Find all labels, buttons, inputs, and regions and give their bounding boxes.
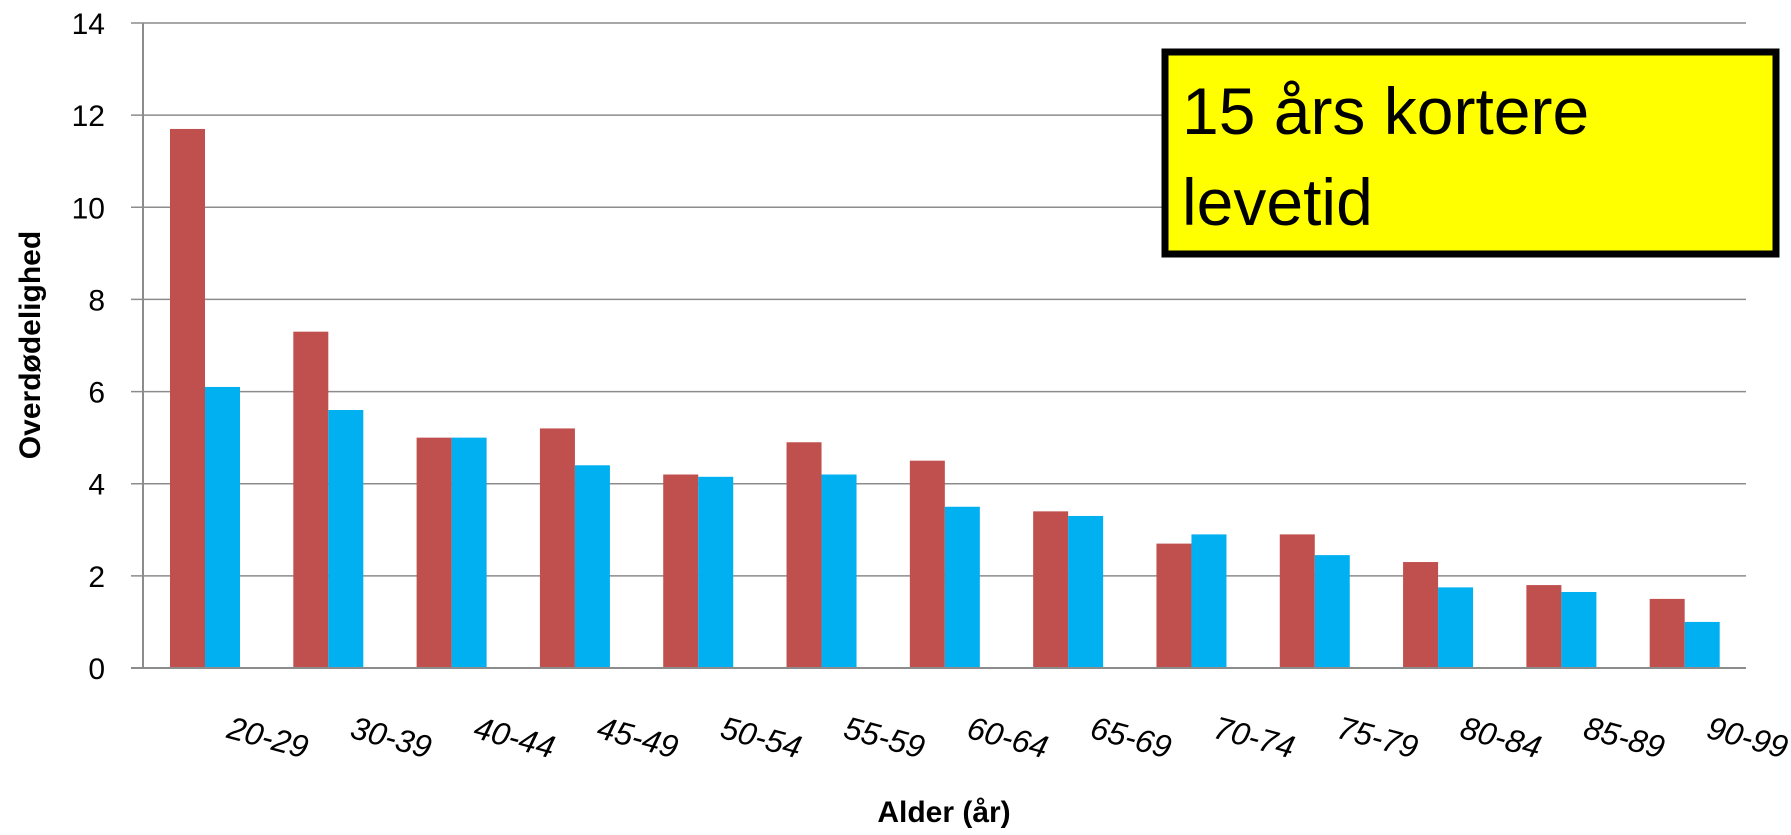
bar-series2-65-69 (1068, 515, 1104, 668)
y-tick-labels: 0 2 4 6 8 10 12 14 (72, 8, 105, 686)
bar-series2-40-44 (451, 437, 487, 668)
bar-series1-55-59 (786, 442, 822, 668)
y-tick-label: 6 (88, 377, 105, 410)
x-tick-label: 50-54 (717, 709, 805, 765)
gridlines (131, 22, 1746, 577)
x-axis-title: Alder (år) (877, 796, 1010, 829)
x-tick-labels: 20-29 30-39 40-44 45-49 50-54 55-59 60-64 65-69… (223, 709, 1791, 765)
x-tick-label: 60-64 (964, 709, 1052, 765)
bar-series2-90-99 (1684, 621, 1720, 668)
x-tick-label: 20-29 (223, 709, 313, 765)
callout-background (1161, 48, 1780, 258)
bar-series2-85-89 (1561, 591, 1597, 668)
bar-series1-85-89 (1526, 585, 1562, 668)
callout-box: 15 års kortere levetid (1161, 48, 1780, 258)
bar-series1-45-49 (539, 428, 575, 668)
bar-series2-70-74 (1191, 534, 1227, 668)
bar-series1-20-29 (170, 128, 205, 668)
bar-series1-30-39 (293, 331, 329, 668)
bar-series2-50-54 (698, 476, 734, 668)
y-tick-label: 12 (72, 100, 105, 133)
y-tick-label: 2 (88, 561, 105, 594)
bar-series1-90-99 (1649, 598, 1685, 668)
bar-series1-65-69 (1033, 511, 1069, 668)
bar-series2-75-79 (1314, 555, 1350, 668)
x-tick-label: 75-79 (1333, 709, 1422, 765)
x-tick-label: 65-69 (1087, 709, 1176, 765)
y-axis-title: Overdødelighed (14, 231, 47, 459)
bar-series1-40-44 (416, 437, 452, 668)
bar-series2-20-29 (205, 386, 240, 668)
bar-series2-80-84 (1438, 587, 1474, 668)
callout-line-2: levetid (1182, 165, 1373, 239)
bar-series1-50-54 (663, 474, 699, 668)
x-tick-label: 90-99 (1703, 709, 1791, 765)
bar-series1-60-64 (909, 460, 945, 668)
bar-series2-45-49 (574, 465, 610, 668)
x-tick-label: 80-84 (1457, 709, 1545, 765)
bar-series1-75-79 (1279, 534, 1315, 668)
x-tick-label: 45-49 (594, 709, 683, 765)
y-tick-label: 14 (72, 8, 105, 41)
x-tick-label: 30-39 (347, 709, 436, 765)
y-tick-label: 8 (88, 284, 105, 317)
bar-series1-80-84 (1403, 562, 1439, 668)
x-tick-label: 55-59 (840, 709, 929, 765)
bars (170, 128, 1720, 668)
y-tick-label: 0 (88, 653, 105, 686)
callout-line-1: 15 års kortere (1182, 74, 1589, 148)
x-tick-label: 70-74 (1210, 709, 1298, 765)
bar-series2-30-39 (328, 410, 364, 668)
axes (131, 23, 1746, 669)
bar-series2-55-59 (821, 474, 857, 668)
x-tick-label: 40-44 (470, 709, 558, 765)
bar-series1-70-74 (1156, 543, 1192, 668)
x-tick-label: 85-89 (1580, 709, 1669, 765)
y-tick-label: 4 (88, 469, 105, 502)
bar-series2-60-64 (944, 506, 980, 668)
y-tick-label: 10 (72, 192, 105, 225)
